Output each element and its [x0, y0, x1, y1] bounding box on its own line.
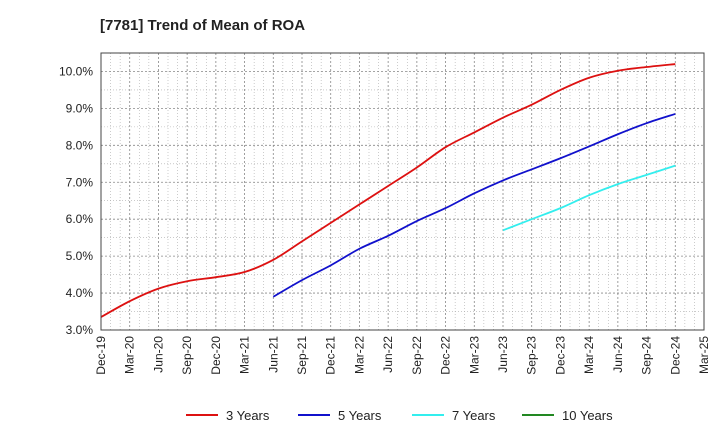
x-tick-label: Sep-23 — [525, 336, 539, 375]
x-tick-label: Mar-24 — [582, 336, 596, 374]
plot-background — [101, 53, 704, 330]
x-tick-label: Sep-21 — [295, 336, 309, 375]
x-tick-label: Mar-23 — [467, 336, 481, 374]
x-tick-label: Jun-23 — [496, 336, 510, 373]
x-tick-label: Sep-24 — [640, 336, 654, 375]
y-tick-label: 7.0% — [66, 175, 94, 189]
x-tick-label: Dec-20 — [209, 336, 223, 375]
x-tick-label: Mar-22 — [352, 336, 366, 374]
plot-area: 3.0% 4.0% 5.0% 6.0% 7.0% 8.0% 9.0% 10.0% Dec-19 M… — [59, 52, 711, 375]
y-tick-label: 3.0% — [66, 323, 94, 337]
x-tick-label: Dec-19 — [94, 336, 108, 375]
legend-label-5-years: 5 Years — [338, 408, 382, 423]
series-line-3-years — [100, 63, 676, 318]
y-tick-label: 9.0% — [66, 101, 94, 115]
x-tick-label: Jun-22 — [381, 336, 395, 373]
x-tick-label: Mar-20 — [123, 336, 137, 374]
plot-border — [100, 52, 705, 331]
chart-title: [7781] Trend of Mean of ROA — [100, 17, 305, 34]
series-line-7-years — [502, 164, 676, 232]
y-tick-label: 6.0% — [66, 212, 94, 226]
x-tick-label: Jun-24 — [611, 336, 625, 373]
x-tick-label: Dec-24 — [668, 336, 682, 375]
x-tick-label: Jun-21 — [266, 336, 280, 373]
x-tick-label: Dec-21 — [324, 336, 338, 375]
legend-label-3-years: 3 Years — [226, 408, 270, 423]
series-line-5-years — [272, 113, 676, 298]
x-tick-label: Sep-22 — [410, 336, 424, 375]
y-tick-label: 8.0% — [66, 138, 94, 152]
legend-label-7-years: 7 Years — [452, 408, 496, 423]
x-tick-label: Mar-21 — [238, 336, 252, 374]
x-tick-label: Sep-20 — [180, 336, 194, 375]
x-tick-label: Mar-25 — [697, 336, 711, 374]
y-tick-label: 10.0% — [59, 64, 93, 78]
y-tick-label: 4.0% — [66, 286, 94, 300]
x-tick-label: Jun-20 — [151, 336, 165, 373]
x-tick-label: Dec-23 — [553, 336, 567, 375]
x-tick-label: Dec-22 — [439, 336, 453, 375]
y-tick-label: 5.0% — [66, 249, 94, 263]
legend-label-10-years: 10 Years — [562, 408, 613, 423]
legend: 3 Years 5 Years 7 Years 10 Years — [186, 408, 613, 423]
